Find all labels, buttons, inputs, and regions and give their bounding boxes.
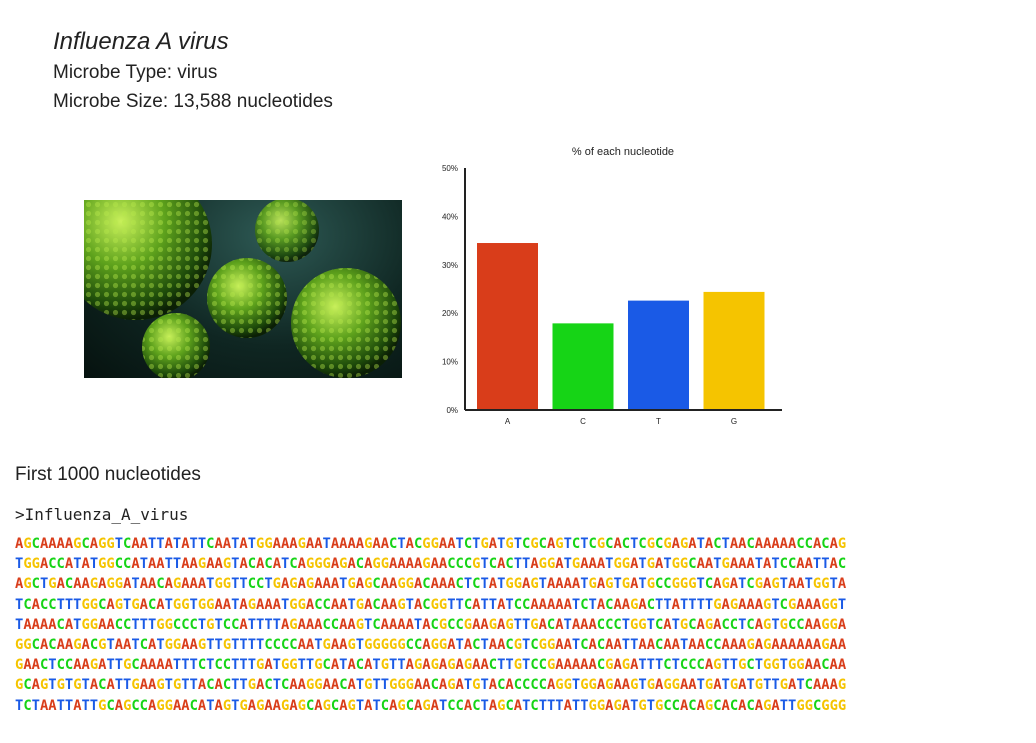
bar-A: [477, 243, 538, 410]
virus-illustration: [84, 200, 401, 378]
y-tick-label: 40%: [442, 212, 458, 221]
virus-image: [84, 200, 402, 378]
bar-T: [628, 300, 689, 410]
y-tick-label: 30%: [442, 261, 458, 270]
virus-particle: [84, 200, 212, 320]
sequence-line: TCACCTTTGGCAGTGACATGGTGGAATAGAAATGGACCAA…: [15, 596, 847, 613]
sequence-line: TCTAATTATTGCAGCCAGGAACATAGTGAGAAGAGCAGCA…: [15, 697, 847, 714]
virus-particle: [255, 200, 319, 262]
x-tick-label: T: [656, 417, 661, 426]
sequence-line: GCAGTGTGTACATTGAAGTGTTACACTTGACTCAAGGAAC…: [15, 677, 847, 694]
y-tick-label: 0%: [446, 406, 458, 415]
sequence-line: AGCAAAAGCAGGTCAATTATATTCAATATGGAAAGAATAA…: [15, 536, 847, 552]
sequence-section-title: First 1000 nucleotides: [15, 464, 201, 485]
sequence-line: GAACTCCAAGATTGCAAAATTTCTCCTTTGATGGTTGCAT…: [15, 657, 847, 674]
sequence-line: GGCACAAGACGTAATCATGGAAGTTGTTTTCCCCAATGAA…: [15, 636, 847, 653]
virus-particle: [207, 258, 287, 338]
microbe-name: Influenza A virus: [53, 28, 229, 55]
x-tick-label: C: [580, 417, 586, 426]
microbe-type: Microbe Type: virus: [53, 62, 218, 83]
nucleotide-bar-chart: % of each nucleotide 0% 10% 20% 30% 40% 50% A C T…: [442, 146, 782, 426]
fasta-header: >Influenza_A_virus: [15, 505, 189, 524]
sequence-line: TGGACCATATGGCCATAATTAAGAAGTACACATCAGGGAG…: [15, 556, 847, 573]
sequence-line: AGCTGACAAGAGGATAACAGAAATGGTTCCTGAGAGAAAT…: [15, 576, 847, 593]
chart-title: % of each nucleotide: [572, 146, 674, 158]
y-tick-label: 50%: [442, 164, 458, 173]
microbe-size: Microbe Size: 13,588 nucleotides: [53, 91, 333, 112]
bar-G: [703, 291, 765, 410]
x-tick-label: A: [505, 417, 511, 426]
virus-particle: [142, 313, 210, 378]
sequence-line: TAAAACATGGAACCTTTGGCCCTGTCCATTTTAGAAACCA…: [15, 616, 847, 633]
virus-particle: [291, 268, 401, 378]
x-tick-label: G: [731, 417, 737, 426]
nucleotide-sequence: AGCAAAAGCAGGTCAATTATATTCAATATGGAAAGAATAA…: [15, 534, 1025, 716]
y-tick-label: 10%: [442, 358, 458, 367]
microbe-header: Influenza A virus Microbe Type: virus Mi…: [53, 26, 333, 116]
bar-C: [552, 323, 614, 410]
y-tick-label: 20%: [442, 309, 458, 318]
